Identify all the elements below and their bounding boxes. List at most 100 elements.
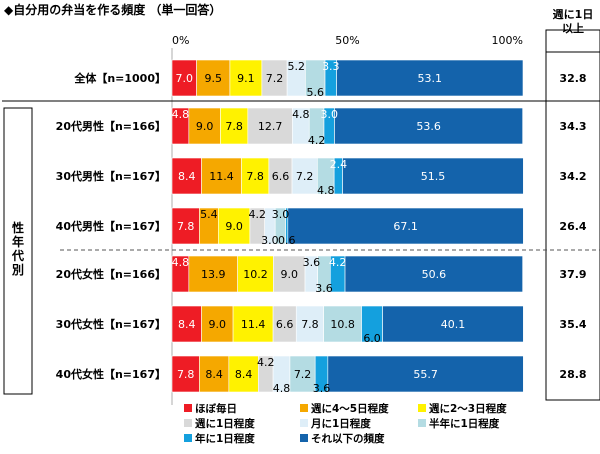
x-tick-label: 100%: [492, 34, 523, 47]
right-value: 37.9: [559, 268, 586, 281]
data-label: 5.2: [288, 60, 306, 73]
bar-segment: [261, 59, 288, 97]
data-label: 13.9: [201, 268, 226, 281]
bar-segment: [232, 305, 274, 343]
data-label: 7.0: [176, 72, 194, 85]
bar-segment: [382, 305, 524, 343]
right-value: 26.4: [559, 220, 586, 233]
category-label: 40代女性【n=167】: [56, 367, 166, 381]
category-label: 40代男性【n=167】: [56, 219, 166, 233]
group-label-char: 代: [11, 248, 24, 263]
data-label: 3.6: [313, 382, 331, 395]
chart-title: ◆自分用の弁当を作る頻度 （単一回答）: [4, 2, 221, 17]
data-label: 9.0: [225, 220, 243, 233]
data-label: 3.6: [303, 256, 321, 269]
right-column-frame: [545, 29, 600, 401]
bar-segment: [228, 355, 259, 393]
legend-label: それ以下の頻度: [311, 432, 385, 445]
data-label: 5.4: [200, 208, 218, 221]
data-label: 8.4: [178, 170, 196, 183]
data-label: 3.0: [261, 234, 279, 247]
table-structure: [2, 29, 600, 401]
legend-label: 年に1日程度: [195, 432, 255, 445]
legend-swatch: [300, 419, 308, 427]
data-label: 4.8: [172, 256, 190, 269]
category-label: 全体【n=1000】: [73, 71, 166, 85]
legend-swatch: [184, 419, 192, 427]
data-label: 9.0: [196, 120, 214, 133]
bar-segment: [171, 157, 202, 195]
bar-segment: [171, 305, 202, 343]
bar-segment: [334, 107, 523, 145]
data-label: 6.6: [272, 170, 290, 183]
bar-segment: [336, 59, 524, 97]
data-label: 4.2: [257, 356, 275, 369]
data-label: 9.1: [237, 72, 255, 85]
group-label-char: 性: [11, 220, 24, 235]
data-label: 7.2: [294, 368, 312, 381]
right-column-header: 週に1日: [553, 7, 594, 21]
data-label: 3.3: [322, 60, 340, 73]
data-label: 6.0: [363, 332, 381, 345]
data-label: 4.2: [329, 256, 347, 269]
right-value: 32.8: [559, 72, 586, 85]
data-label: 11.4: [241, 318, 266, 331]
bar-segment: [171, 207, 200, 245]
bar-segment: [201, 157, 242, 195]
data-label: 7.8: [301, 318, 319, 331]
legend-label: 週に4～5日程度: [311, 402, 389, 415]
right-value: 34.2: [559, 170, 586, 183]
data-label: 7.8: [225, 120, 243, 133]
category-label: 30代女性【n=167】: [56, 317, 166, 331]
data-label: 7.8: [246, 170, 264, 183]
data-label: 67.1: [393, 220, 418, 233]
legend-label: 月に1日程度: [310, 417, 371, 430]
category-label: 20代男性【n=166】: [56, 119, 166, 133]
data-label: 9.0: [280, 268, 298, 281]
legend-swatch: [184, 404, 192, 412]
group-label-char: 年: [12, 234, 24, 249]
group-label-char: 別: [11, 263, 24, 277]
bar-segment: [237, 255, 274, 293]
group-label-frame: [3, 107, 33, 395]
data-label: 7.2: [266, 72, 284, 85]
data-label: 7.2: [296, 170, 314, 183]
bars: [171, 59, 524, 393]
bar-segment: [344, 255, 523, 293]
legend-label: ほぼ毎日: [195, 402, 237, 415]
bar-segment: [196, 59, 231, 97]
legend-swatch: [300, 404, 308, 412]
data-label: 4.8: [172, 108, 190, 121]
bar-segment: [188, 107, 221, 145]
bar-segment: [171, 59, 197, 97]
data-label: 7.8: [177, 220, 195, 233]
legend-label: 週に2～3日程度: [429, 402, 507, 415]
legend-swatch: [418, 419, 426, 427]
data-label: 0.6: [278, 234, 296, 247]
bar-segment: [295, 305, 324, 343]
data-label: 4.8: [273, 382, 291, 395]
data-label: 8.4: [178, 318, 196, 331]
data-label: 2.4: [330, 158, 348, 171]
bar-segment: [289, 355, 316, 393]
data-label: 40.1: [441, 318, 466, 331]
right-value: 35.4: [559, 318, 586, 331]
data-label: 4.2: [249, 208, 267, 221]
bar-segment: [323, 305, 362, 343]
data-label: 6.6: [276, 318, 294, 331]
data-label: 4.8: [317, 184, 335, 197]
right-value: 28.8: [559, 368, 586, 381]
category-label: 30代男性【n=167】: [56, 169, 166, 183]
legend-swatch: [184, 434, 192, 442]
data-label: 8.4: [235, 368, 253, 381]
data-labels: 7.0 9.5 9.1 7.2 5.25.6 3.3 53.1 4.8 9.0 7.8 12.7 4.…: [172, 60, 466, 395]
x-tick-label: 0%: [172, 34, 189, 47]
legend-swatch: [418, 404, 426, 412]
bar-segment: [229, 59, 263, 97]
data-label: 55.7: [413, 368, 438, 381]
data-label: 4.8: [292, 108, 310, 121]
legend-label: 半年に1日程度: [429, 417, 500, 430]
data-label: 11.4: [209, 170, 234, 183]
